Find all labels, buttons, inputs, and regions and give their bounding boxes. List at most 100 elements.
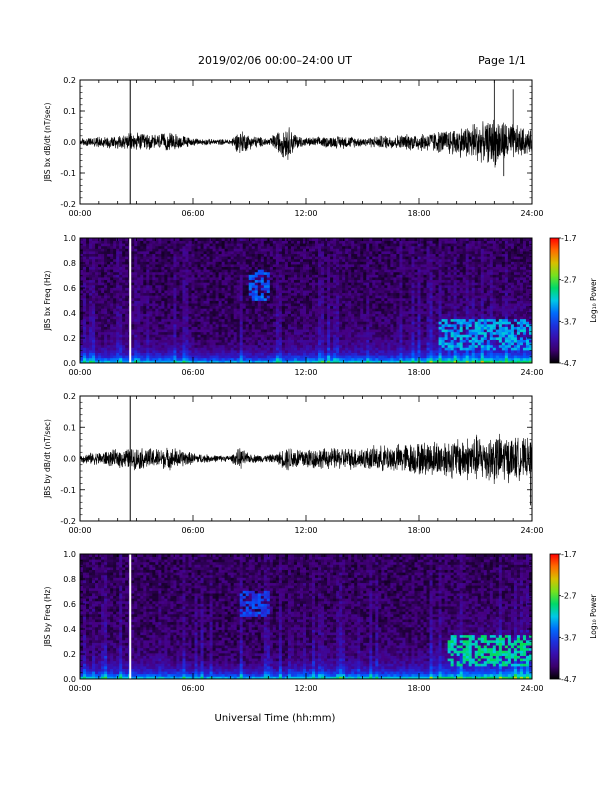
spectrogram-panel-2-cell: [315, 339, 319, 343]
spectrogram-panel-2-cell: [306, 326, 310, 330]
spectrogram-panel-2-cell: [170, 329, 174, 333]
spectrogram-panel-2-cell: [143, 269, 147, 273]
spectrogram-panel-2-cell: [107, 240, 111, 244]
spectrogram-panel-2-cell: [284, 329, 289, 333]
spectrogram-panel-2-cell: [357, 295, 361, 299]
spectrogram-panel-2-cell: [372, 248, 376, 252]
spectrogram-panel-2-cell: [251, 274, 256, 278]
spectrogram-panel-2-cell: [236, 303, 241, 307]
spectrogram-panel-2-cell: [179, 334, 183, 338]
spectrogram-panel-2-cell: [92, 266, 96, 270]
spectrogram-panel-2-cell: [104, 321, 108, 325]
spectrogram-panel-2-cell: [209, 256, 213, 260]
spectrogram-panel-2-cell: [233, 295, 238, 299]
spectrogram-panel-2-cell: [284, 303, 289, 307]
spectrogram-panel-2-cell: [95, 357, 99, 361]
spectrogram-panel-2-cell: [200, 238, 204, 241]
spectrogram-panel-2-cell: [333, 258, 337, 262]
spectrogram-panel-2-cell: [170, 274, 174, 278]
spectrogram-panel-2-cell: [188, 245, 192, 249]
spectrogram-panel-2-cell: [131, 279, 135, 283]
spectrogram-panel-2-cell: [375, 292, 379, 296]
spectrogram-panel-2-cell: [173, 284, 177, 288]
spectrogram-panel-2-cell: [182, 245, 186, 249]
spectrogram-panel-2-cell: [342, 334, 346, 338]
spectrogram-panel-2-cell: [86, 243, 90, 247]
spectrogram-panel-2-cell: [363, 292, 367, 296]
spectrogram-panel-2-cell: [86, 253, 90, 257]
spectrogram-panel-2-cell: [182, 326, 186, 330]
spectrogram-panel-2-cell: [167, 355, 171, 359]
spectrogram-panel-2-cell: [257, 287, 262, 291]
spectrogram-panel-2-cell: [269, 271, 274, 275]
spectrogram-panel-2-cell: [200, 326, 204, 330]
spectrogram-panel-2-cell: [143, 256, 147, 260]
spectrogram-panel-2-cell: [357, 240, 361, 244]
spectrogram-panel-2-cell: [339, 316, 343, 320]
spectrogram-panel-2-cell: [188, 258, 192, 262]
spectrogram-panel-2-cell: [281, 290, 286, 294]
spectrogram-panel-2-cell: [306, 251, 310, 255]
spectrogram-panel-2-cell: [318, 297, 322, 301]
spectrogram-panel-2-cell: [275, 271, 280, 275]
spectrogram-panel-2-cell: [113, 261, 117, 265]
spectrogram-panel-2-cell: [333, 253, 337, 257]
spectrogram-panel-2-cell: [206, 258, 210, 262]
spectrogram-panel-2-cell: [206, 326, 210, 330]
spectrogram-panel-2-cell: [113, 238, 117, 241]
spectrogram-panel-2-cell: [158, 357, 162, 361]
spectrogram-panel-2-cell: [89, 248, 93, 252]
spectrogram-panel-2-cell: [215, 316, 220, 320]
spectrogram-panel-2-cell: [155, 240, 159, 244]
spectrogram-panel-2-cell: [351, 258, 355, 262]
spectrogram-panel-2-cell: [312, 264, 316, 268]
spectrogram-panel-2-cell: [327, 318, 331, 322]
spectrogram-panel-2-cell: [215, 251, 220, 255]
spectrogram-panel-2-cell: [357, 336, 361, 340]
spectrogram-panel-2-cell: [333, 349, 337, 353]
spectrogram-panel-2-cell: [182, 360, 186, 364]
spectrogram-panel-2-cell: [263, 238, 268, 241]
spectrogram-panel-2-cell: [95, 321, 99, 325]
spectrogram-panel-2-cell: [242, 300, 247, 304]
spectrogram-panel-2-cell: [315, 274, 319, 278]
spectrogram-panel-2-cell: [351, 295, 355, 299]
spectrogram-panel-2-cell: [378, 339, 382, 343]
spectrogram-panel-2-cell: [110, 305, 114, 309]
spectrogram-panel-2-cell: [194, 334, 198, 338]
spectrogram-panel-2-cell: [86, 305, 90, 309]
spectrogram-panel-2-cell: [83, 300, 87, 304]
spectrogram-panel-2-cell: [173, 277, 177, 281]
spectrogram-panel-2-cell: [161, 344, 165, 348]
spectrogram-panel-2-cell: [83, 266, 87, 270]
spectrogram-panel-2-cell: [218, 326, 223, 330]
spectrogram-panel-2-cell: [224, 292, 229, 296]
spectrogram-panel-2-cell: [224, 355, 229, 359]
spectrogram-panel-2-cell: [179, 305, 183, 309]
spectrogram-panel-2-cell: [119, 334, 123, 338]
spectrogram-panel-2-cell: [203, 292, 207, 296]
spectrogram-panel-2-cell: [302, 323, 307, 327]
spectrogram-panel-2-cell: [348, 305, 352, 309]
spectrogram-panel-2-cell: [324, 279, 328, 283]
spectrogram-panel-2-cell: [287, 347, 292, 351]
spectrogram-panel-2-cell: [227, 277, 232, 281]
spectrogram-panel-2-cell: [131, 290, 135, 294]
spectrogram-panel-2-cell: [287, 300, 292, 304]
spectrogram-panel-2-cell: [137, 352, 141, 356]
spectrogram-panel-2-cell: [369, 261, 373, 265]
spectrogram-panel-2-cell: [173, 256, 177, 260]
spectrogram-panel-2-cell: [80, 256, 84, 260]
spectrogram-panel-2-cell: [83, 248, 87, 252]
spectrogram-panel-2-cell: [345, 352, 349, 356]
spectrogram-panel-2-cell: [110, 238, 114, 241]
spectrogram-panel-2-cell: [203, 349, 207, 353]
spectrogram-panel-2-cell: [83, 352, 87, 356]
spectrogram-panel-2-cell: [251, 287, 256, 291]
spectrogram-panel-2-cell: [327, 282, 331, 286]
spectrogram-panel-2-cell: [176, 238, 180, 241]
spectrogram-panel-2-cell: [327, 256, 331, 260]
spectrogram-panel-2-cell: [366, 279, 370, 283]
spectrogram-panel-2-cell: [227, 334, 232, 338]
spectrogram-panel-2-cell: [309, 329, 313, 333]
